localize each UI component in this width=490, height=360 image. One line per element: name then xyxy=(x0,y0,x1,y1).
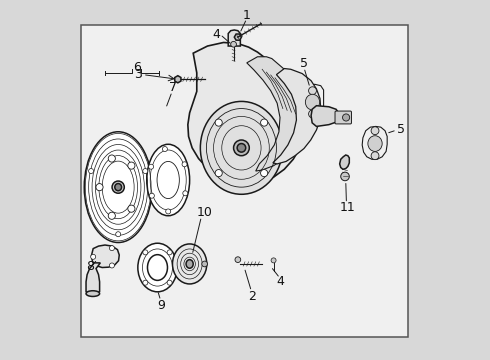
Circle shape xyxy=(271,258,276,263)
Ellipse shape xyxy=(84,132,152,243)
Circle shape xyxy=(149,193,154,198)
Ellipse shape xyxy=(138,243,177,292)
Polygon shape xyxy=(92,245,119,267)
Text: 1: 1 xyxy=(243,9,251,22)
Circle shape xyxy=(166,209,171,214)
Circle shape xyxy=(128,162,135,169)
Circle shape xyxy=(231,41,237,47)
Circle shape xyxy=(109,263,115,268)
Polygon shape xyxy=(301,84,323,120)
Text: 4: 4 xyxy=(277,275,285,288)
Circle shape xyxy=(109,246,115,251)
Ellipse shape xyxy=(305,94,319,110)
Polygon shape xyxy=(273,68,321,164)
Polygon shape xyxy=(188,42,305,184)
Text: 3: 3 xyxy=(134,68,142,81)
Circle shape xyxy=(108,155,115,162)
Circle shape xyxy=(167,280,172,285)
Polygon shape xyxy=(362,126,387,159)
Circle shape xyxy=(182,162,187,167)
FancyBboxPatch shape xyxy=(81,24,408,337)
Circle shape xyxy=(143,250,148,255)
Ellipse shape xyxy=(112,181,124,193)
Circle shape xyxy=(143,168,148,174)
Polygon shape xyxy=(228,30,241,46)
Ellipse shape xyxy=(157,161,179,199)
Circle shape xyxy=(89,168,94,174)
Circle shape xyxy=(162,147,168,152)
Text: 8: 8 xyxy=(86,260,94,273)
Text: 4: 4 xyxy=(213,28,220,41)
Circle shape xyxy=(143,280,148,285)
Ellipse shape xyxy=(172,244,207,284)
Circle shape xyxy=(91,254,96,259)
Text: 9: 9 xyxy=(157,298,165,311)
Ellipse shape xyxy=(368,136,382,152)
Circle shape xyxy=(235,257,241,262)
Text: 10: 10 xyxy=(197,206,213,219)
Circle shape xyxy=(202,261,207,267)
Ellipse shape xyxy=(186,260,193,268)
Ellipse shape xyxy=(147,144,190,216)
Circle shape xyxy=(215,170,222,177)
Text: 2: 2 xyxy=(248,289,256,303)
Ellipse shape xyxy=(147,255,168,280)
Circle shape xyxy=(309,110,317,118)
Circle shape xyxy=(371,152,379,159)
Polygon shape xyxy=(311,106,339,126)
Circle shape xyxy=(108,212,115,219)
Circle shape xyxy=(234,140,249,156)
Circle shape xyxy=(341,172,349,181)
Circle shape xyxy=(167,250,172,255)
Ellipse shape xyxy=(115,184,122,191)
Polygon shape xyxy=(340,155,349,169)
Circle shape xyxy=(96,184,103,191)
Circle shape xyxy=(148,164,153,169)
Circle shape xyxy=(183,191,188,196)
Circle shape xyxy=(309,87,317,95)
Ellipse shape xyxy=(86,291,99,296)
Text: 11: 11 xyxy=(339,201,355,214)
Text: 6: 6 xyxy=(133,61,141,74)
Polygon shape xyxy=(234,34,242,40)
Circle shape xyxy=(261,170,268,177)
FancyBboxPatch shape xyxy=(335,111,351,124)
Circle shape xyxy=(371,127,379,135)
Text: 7: 7 xyxy=(169,81,177,94)
Circle shape xyxy=(261,119,268,126)
Polygon shape xyxy=(86,263,100,294)
Text: 5: 5 xyxy=(300,57,308,71)
Circle shape xyxy=(215,119,222,126)
Circle shape xyxy=(237,144,245,152)
Circle shape xyxy=(128,205,135,212)
Ellipse shape xyxy=(200,102,283,194)
Text: 5: 5 xyxy=(397,123,405,136)
Polygon shape xyxy=(247,57,305,171)
Circle shape xyxy=(116,232,121,237)
Polygon shape xyxy=(175,76,181,83)
Circle shape xyxy=(343,114,350,121)
